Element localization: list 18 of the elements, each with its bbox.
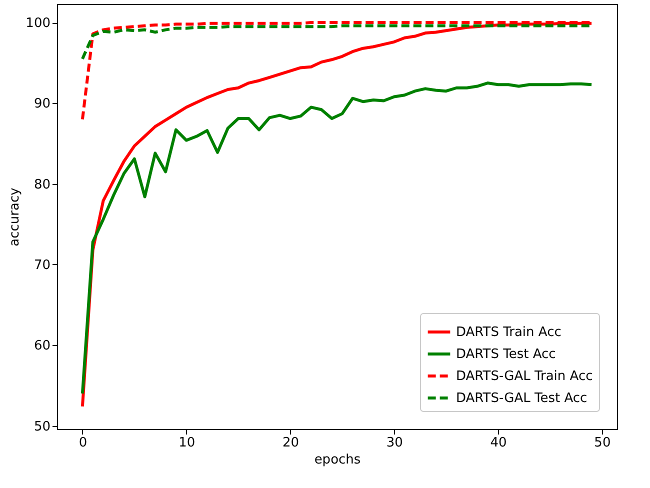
y-tick-label: 90	[34, 96, 50, 112]
legend-label: DARTS Train Acc	[456, 325, 562, 340]
x-tick-label: 20	[282, 436, 300, 450]
legend-label: DARTS-GAL Test Acc	[456, 391, 588, 406]
legend-label: DARTS Test Acc	[456, 347, 556, 362]
y-tick-label: 100	[26, 16, 50, 32]
x-tick-label: 0	[78, 436, 88, 450]
x-tick-label: 40	[490, 436, 507, 450]
y-tick-label: 70	[34, 258, 50, 273]
x-tick-label: 30	[386, 436, 403, 450]
x-tick-label: 50	[594, 436, 611, 450]
y-tick-label: 50	[34, 419, 50, 434]
x-axis-title: epochs	[314, 452, 361, 468]
x-tick-label: 10	[178, 436, 196, 450]
legend-label: DARTS-GAL Train Acc	[456, 369, 593, 384]
y-tick-label: 60	[34, 338, 50, 354]
y-tick-label: 80	[34, 177, 50, 192]
y-axis-title: accuracy	[8, 187, 23, 246]
